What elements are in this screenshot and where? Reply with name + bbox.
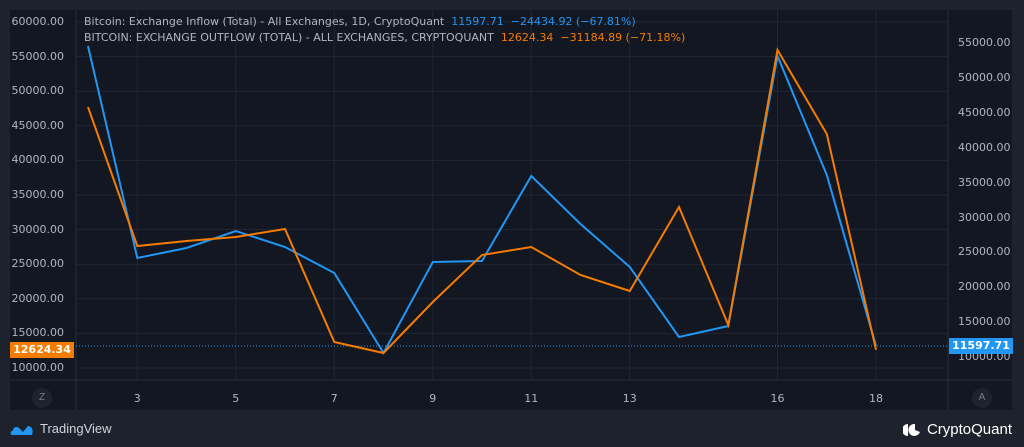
cryptoquant-label: CryptoQuant <box>926 421 1012 438</box>
legend-outflow-value: 12624.34 <box>500 31 554 44</box>
left-axis-label: 20000.00 <box>11 291 65 305</box>
right-axis-label: 20000.00 <box>958 280 1011 294</box>
left-axis-label: 25000.00 <box>11 257 65 271</box>
left-axis-label: 45000.00 <box>11 118 65 132</box>
outflow-price-tag: 12624.34 <box>10 342 74 358</box>
legend-inflow-change: −24434.92 (−67.81%) <box>510 15 636 28</box>
legend-inflow-value: 11597.71 <box>451 15 504 28</box>
right-axis-label: 55000.00 <box>958 36 1011 49</box>
left-axis-label: 60000.00 <box>11 15 65 28</box>
auto-scale-button[interactable]: A <box>972 388 992 408</box>
left-axis-label: 15000.00 <box>11 326 65 340</box>
right-axis-label: 25000.00 <box>958 245 1011 259</box>
tradingview-logo[interactable]: TradingView <box>10 421 112 436</box>
left-axis-label: 30000.00 <box>11 222 65 236</box>
tradingview-label: TradingView <box>40 421 112 436</box>
legend-outflow-name: BITCOIN: EXCHANGE OUTFLOW (TOTAL) - ALL … <box>84 31 494 44</box>
cryptoquant-logo[interactable]: CryptoQuant <box>902 421 1012 438</box>
time-axis-label: 11 <box>524 392 539 405</box>
outflow-line[interactable] <box>87 47 877 355</box>
legend-inflow-name: Bitcoin: Exchange Inflow (Total) - All E… <box>84 15 445 28</box>
chart-legend: Bitcoin: Exchange Inflow (Total) - All E… <box>84 14 685 46</box>
left-axis-label: 50000.00 <box>11 84 65 98</box>
time-axis-label: 16 <box>770 392 785 405</box>
time-axis-label: 13 <box>622 392 637 405</box>
right-axis-label: 50000.00 <box>958 70 1011 84</box>
time-axis-label: 7 <box>330 392 338 405</box>
right-axis-label: 45000.00 <box>958 105 1011 119</box>
right-axis-label: 30000.00 <box>958 210 1011 224</box>
cryptoquant-icon <box>902 423 920 436</box>
tradingview-cloud-icon <box>10 425 33 435</box>
time-axis-label: 18 <box>869 392 883 405</box>
right-axis-label: 40000.00 <box>958 140 1011 154</box>
time-axis-label: 9 <box>429 392 437 405</box>
left-scale-button[interactable]: Z <box>32 388 52 408</box>
time-axis-label: 5 <box>232 392 240 405</box>
left-axis-label: 35000.00 <box>11 188 65 201</box>
left-axis-label: 40000.00 <box>11 153 65 167</box>
inflow-price-tag: 11597.71 <box>949 338 1013 354</box>
left-axis-label: 55000.00 <box>11 49 65 63</box>
right-axis-label: 15000.00 <box>958 315 1011 329</box>
time-axis-label: 3 <box>133 392 141 405</box>
legend-outflow-change: −31184.89 (−71.18%) <box>560 31 686 44</box>
left-axis-label: 10000.00 <box>11 361 65 374</box>
inflow-line[interactable] <box>87 45 877 355</box>
legend-inflow[interactable]: Bitcoin: Exchange Inflow (Total) - All E… <box>84 14 685 30</box>
right-axis-label: 35000.00 <box>958 175 1011 189</box>
legend-outflow[interactable]: BITCOIN: EXCHANGE OUTFLOW (TOTAL) - ALL … <box>84 30 685 46</box>
